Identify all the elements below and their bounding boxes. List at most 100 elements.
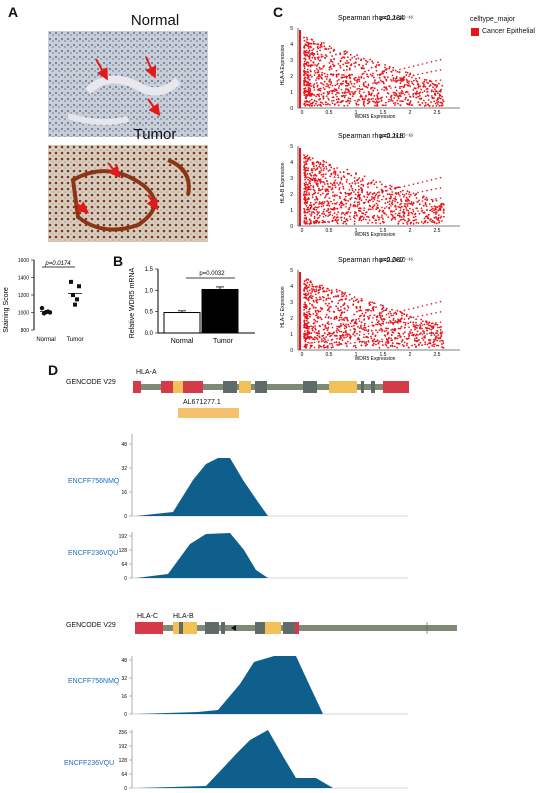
mrna-ytick: 1.0 (145, 288, 154, 294)
scatter-ytick: 4 (290, 42, 293, 48)
signal-track-top-1: 48 32 16 0 (121, 434, 408, 520)
mrna-ylabel: Relative WDR5 mRNA (129, 267, 136, 338)
staining-ytick: 1600 (18, 258, 29, 264)
lnc-feature-label: AL671277.1 (183, 399, 221, 406)
scatter-xtick: 1.5 (380, 352, 387, 358)
scatter-ytick: 5 (290, 26, 293, 32)
gencode-label-bottom: GENCODE V29 (66, 622, 116, 629)
mrna-bar-tumor (201, 288, 239, 334)
gene-label-hla-a: HLA-A (136, 369, 157, 376)
scatter-xtick: 0.5 (326, 228, 333, 234)
track-name-top-2: ENCFF236VQU (68, 550, 119, 557)
legend-swatch (471, 28, 479, 36)
scatter-ytick: 0 (290, 224, 293, 230)
track-tick: 32 (121, 676, 127, 682)
tumor-image-title: Tumor (133, 126, 177, 143)
mrna-cat-tumor: Tumor (213, 338, 234, 345)
panel-c-label: C (273, 4, 284, 20)
gene-model-hla-bc (135, 622, 457, 634)
track-tick: 0 (124, 576, 127, 580)
scatter-points (299, 30, 445, 108)
scatter-stat: Spearman rho=0.134 (338, 15, 404, 22)
scatter-ytick: 3 (290, 176, 293, 182)
scatter-ytick: 1 (290, 208, 293, 214)
scatter-ylabel: HLA-A Expression (280, 44, 286, 85)
scatter-ytick: 1 (290, 332, 293, 338)
staining-point-tumor (75, 297, 79, 302)
staining-point-tumor (73, 302, 77, 307)
track-name-top-1: ENCFF756NMQ (68, 478, 120, 485)
staining-score-chart: Staining Score 1600 1400 1200 1000 800 p=0.0… (3, 258, 84, 343)
scatter-ytick: 2 (290, 316, 293, 322)
track-tick: 0 (124, 786, 127, 790)
scatter-xtick: 0.5 (326, 110, 333, 116)
scatter-stat: Spearman rho=0.118 (338, 133, 404, 140)
gene-label-hla-b: HLA-B (173, 613, 194, 620)
scatter-xtick: 2 (409, 352, 412, 358)
scatter-ytick: 2 (290, 192, 293, 198)
staining-point-tumor (77, 284, 81, 289)
track-tick: 128 (119, 548, 128, 554)
scatter-xtick: 0 (301, 352, 304, 358)
panel-d-label: D (48, 362, 59, 378)
legend-item-label: Cancer Epithelial (482, 28, 535, 35)
gencode-label-top: GENCODE V29 (66, 379, 116, 386)
track-tick: 64 (121, 772, 127, 778)
scatter-ytick: 0 (290, 348, 293, 354)
scatter-pvalue: p<2.2×10⁻¹⁶ (379, 15, 414, 22)
tumor-histology-image (48, 145, 208, 242)
track-name-bottom-2: ENCFF236VQU (64, 760, 115, 767)
staining-point-normal (39, 305, 45, 311)
staining-point-normal (43, 309, 49, 315)
mrna-cat-normal: Normal (171, 338, 194, 345)
scatter-xlabel: WDR5 Expression (355, 232, 396, 238)
scatter-ytick: 0 (290, 106, 293, 112)
track-tick: 192 (119, 744, 128, 750)
scatter-pvalue: p<2.2×10⁻¹⁶ (379, 257, 414, 264)
scatter-ytick: 3 (290, 58, 293, 64)
staining-point-tumor (71, 293, 75, 297)
normal-histology-image (48, 31, 208, 137)
gene-model-hla-a (133, 381, 409, 393)
track-tick: 16 (121, 694, 127, 700)
scatter-ytick: 3 (290, 300, 293, 306)
scatter-stat: Spearman rho=0.087 (338, 257, 404, 264)
panel-a-label: A (8, 4, 19, 20)
mrna-ytick: 1.5 (145, 267, 154, 273)
mrna-ytick: 0.0 (145, 331, 154, 337)
scatter-xtick: 0 (301, 228, 304, 234)
scatter-ylabel: HLA-C Expression (280, 286, 286, 327)
wdr5-mrna-chart: Relative WDR5 mRNA 1.5 1.0 0.5 0.0 p=0.0032… (129, 267, 255, 345)
scatter-ytick: 4 (290, 284, 293, 290)
staining-cat-normal: Normal (36, 337, 55, 343)
scatter-ytick: 5 (290, 144, 293, 150)
scatter-xtick: 1.5 (380, 228, 387, 234)
panel-b-label: B (113, 253, 124, 269)
scatter-pvalue: p<2.2×10⁻¹⁶ (379, 133, 414, 140)
scatter-xtick: 2.5 (434, 352, 441, 358)
track-tick: 256 (119, 730, 128, 736)
scatter-xtick: 2 (409, 110, 412, 116)
staining-ytick: 1000 (18, 311, 29, 317)
staining-ytick: 1200 (18, 293, 29, 299)
scatter-points (299, 272, 445, 350)
mrna-ytick: 0.5 (145, 310, 154, 316)
scatter-xtick: 1 (355, 228, 358, 234)
staining-point-tumor (69, 279, 73, 284)
gene-label-hla-c: HLA-C (137, 613, 159, 620)
track-tick: 128 (119, 758, 128, 764)
scatter-ytick: 1 (290, 90, 293, 96)
track-tick: 64 (121, 562, 127, 568)
scatter-ytick: 4 (290, 160, 293, 166)
scatter-xtick: 1.5 (380, 110, 387, 116)
track-name-bottom-1: ENCFF756NMQ (68, 678, 120, 685)
scatter-xtick: 2.5 (434, 228, 441, 234)
track-tick: 0 (124, 712, 127, 718)
scatter-xtick: 1 (355, 352, 358, 358)
normal-image-title: Normal (130, 12, 180, 29)
track-tick: 0 (124, 514, 127, 520)
staining-cat-tumor: Tumor (66, 337, 83, 343)
scatter-ylabel: HLA-B Expression (280, 162, 286, 203)
scatter-xtick: 2 (409, 228, 412, 234)
